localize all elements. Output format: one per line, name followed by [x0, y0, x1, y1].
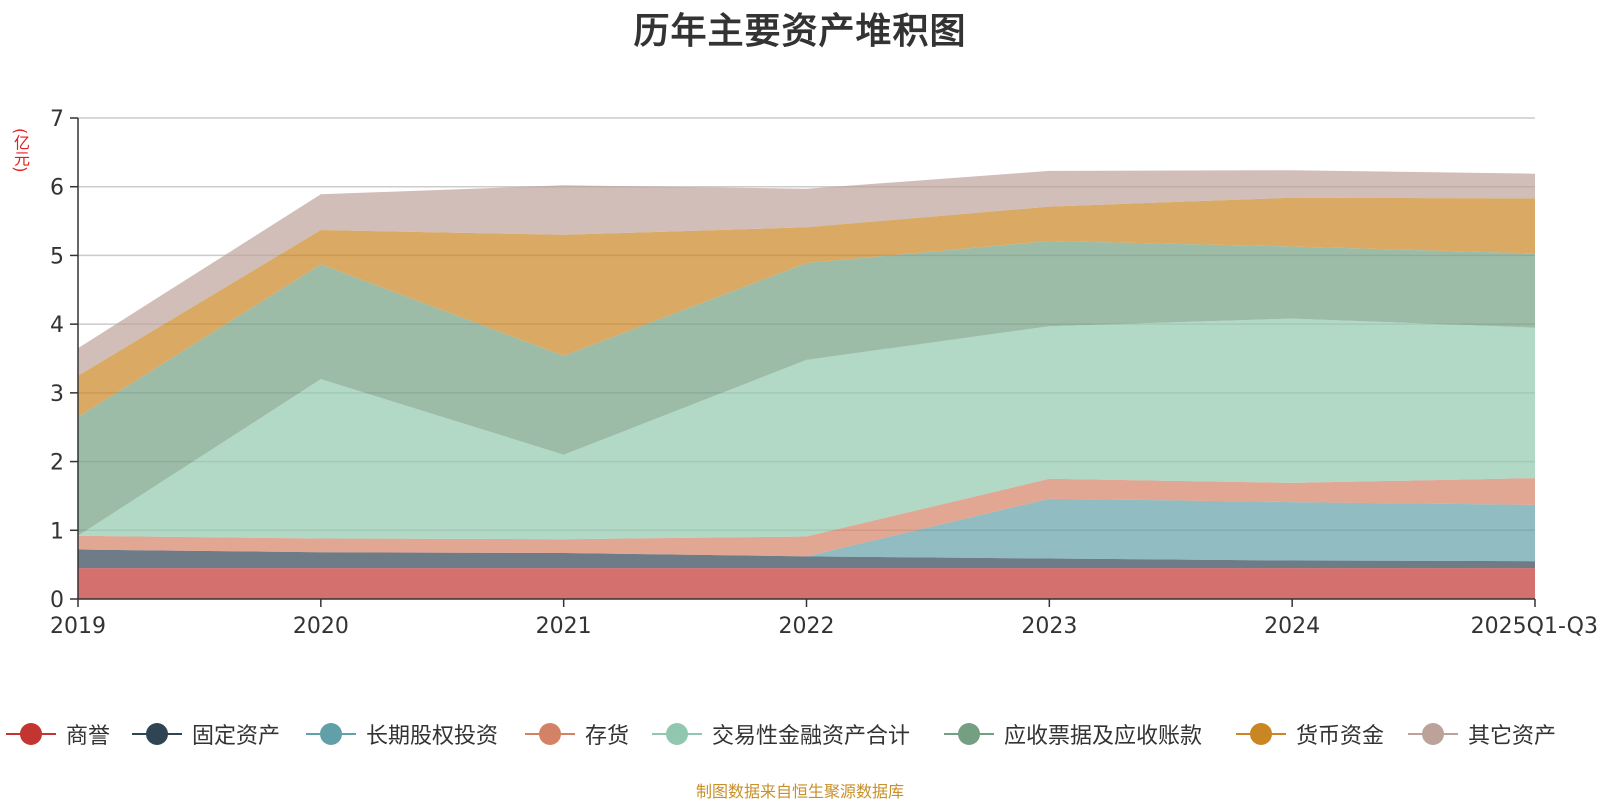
legend-marker-icon [132, 716, 182, 752]
x-tick-label: 2020 [293, 614, 349, 639]
y-tick-label: 6 [50, 176, 64, 201]
y-tick-label: 3 [50, 382, 64, 407]
x-tick-label: 2022 [779, 614, 835, 639]
legend-item[interactable]: 存货 [525, 716, 629, 752]
legend-item[interactable]: 应收票据及应收账款 [944, 716, 1202, 752]
area-series-2 [78, 498, 1535, 562]
data-source-note: 制图数据来自恒生聚源数据库 [695, 782, 904, 800]
legend-marker-dot [1422, 723, 1444, 745]
area-series-7 [78, 170, 1535, 376]
legend-item[interactable]: 交易性金融资产合计 [652, 716, 910, 752]
x-tick-label: 2019 [50, 614, 106, 639]
x-tick-label: 2023 [1021, 614, 1077, 639]
legend-label: 应收票据及应收账款 [1004, 724, 1203, 749]
legend-marker-dot [320, 723, 342, 745]
legend-marker-dot [1250, 723, 1272, 745]
area-series-5 [78, 241, 1535, 536]
legend-label: 其它资产 [1468, 724, 1557, 749]
legend-label: 交易性金融资产合计 [712, 724, 911, 749]
area-series-4 [78, 318, 1535, 540]
x-tick-label: 2024 [1264, 614, 1320, 639]
legend-marker-icon [1408, 716, 1458, 752]
chart-title: 历年主要资产堆积图 [633, 11, 967, 52]
legend-marker-icon [525, 716, 575, 752]
legend-marker-icon [306, 716, 356, 752]
area-series-1 [78, 549, 1535, 569]
legend-label: 商誉 [66, 724, 111, 749]
legend-marker-icon [6, 716, 56, 752]
legend-label: 货币资金 [1296, 724, 1385, 749]
legend-item[interactable]: 长期股权投资 [306, 716, 498, 752]
y-tick-label: 0 [50, 588, 64, 613]
area-series-3 [78, 478, 1535, 557]
legend-item[interactable]: 固定资产 [132, 716, 280, 752]
legend-marker-icon [944, 716, 994, 752]
legend-marker-dot [146, 723, 168, 745]
legend-marker-icon [652, 716, 702, 752]
stacked-areas [78, 170, 1535, 599]
x-axis-ticks: 2019 2020 2021 2022 2023 2024 2025Q1-Q3 [50, 599, 1598, 639]
legend-marker-dot [666, 723, 688, 745]
legend: 商誉 固定资产 长期股权投资 存货 交易性金融资产合计 应收票据及应收账款 货币资金 其它资产 [0, 716, 1600, 752]
area-series-0 [78, 568, 1535, 599]
y-axis-ticks: 0 1 2 3 4 5 6 7 [50, 107, 78, 613]
y-tick-label: 5 [50, 244, 64, 269]
legend-marker-dot [958, 723, 980, 745]
y-tick-label: 2 [50, 451, 64, 476]
y-tick-label: 1 [50, 519, 64, 544]
legend-label: 长期股权投资 [366, 724, 499, 749]
legend-item[interactable]: 其它资产 [1408, 716, 1556, 752]
legend-item[interactable]: 商誉 [6, 716, 110, 752]
legend-marker-icon [1236, 716, 1286, 752]
legend-label: 固定资产 [192, 724, 281, 749]
y-tick-label: 7 [50, 107, 64, 132]
area-series-6 [78, 197, 1535, 417]
legend-label: 存货 [585, 724, 630, 749]
legend-marker-dot [20, 723, 42, 745]
x-tick-label: 2025Q1-Q3 [1471, 614, 1598, 639]
y-tick-label: 4 [50, 313, 64, 338]
y-axis-unit-label: (亿元) [11, 127, 30, 173]
legend-marker-dot [539, 723, 561, 745]
legend-item[interactable]: 货币资金 [1236, 716, 1384, 752]
x-tick-label: 2021 [536, 614, 592, 639]
